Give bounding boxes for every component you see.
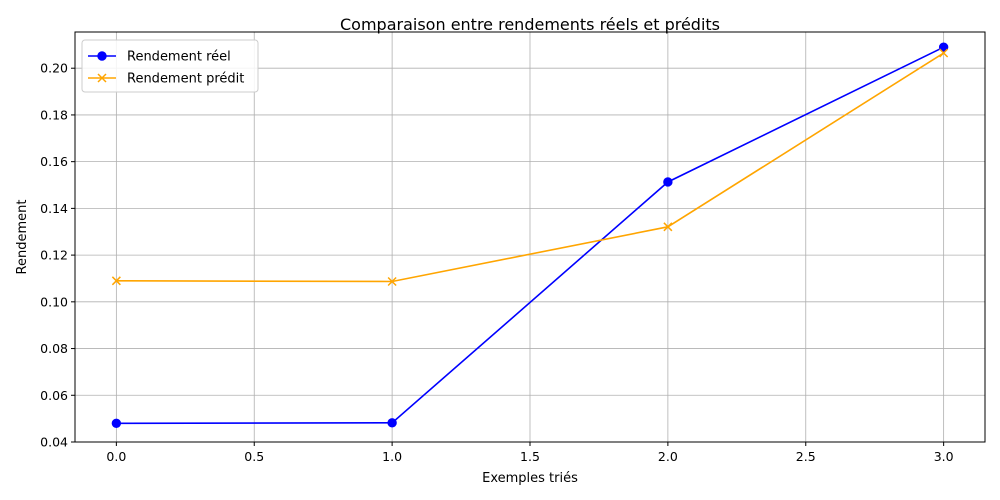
- y-tick-label: 0.04: [40, 435, 68, 450]
- x-axis: 0.0 0.5 1.0 1.5 2.0 2.5 3.0: [106, 442, 954, 464]
- series-1: [111, 48, 949, 287]
- grid: [75, 32, 985, 443]
- y-tick-label: 0.20: [40, 61, 68, 76]
- data-point: [663, 222, 673, 232]
- legend-item: Rendement prédit: [88, 72, 244, 87]
- legend-item: Rendement réel: [88, 50, 231, 65]
- legend-marker: [97, 73, 107, 83]
- x-axis-label: Exemples triés: [482, 471, 578, 486]
- series-line: [116, 52, 945, 283]
- x-tick-label: 1.5: [520, 449, 540, 464]
- legend: Rendement réel Rendement prédit: [81, 39, 259, 93]
- x-tick-label: 0.0: [106, 449, 126, 464]
- x-tick-label: 2.5: [796, 449, 816, 464]
- data-point: [663, 177, 673, 187]
- chart-title: Comparaison entre rendements réels et pr…: [340, 15, 720, 34]
- data-point: [387, 418, 397, 428]
- x-tick-label: 3.0: [934, 449, 954, 464]
- data-point: [387, 276, 397, 287]
- x-tick-label: 2.0: [658, 449, 678, 464]
- y-tick-label: 0.12: [40, 248, 68, 263]
- legend-marker: [97, 51, 107, 61]
- series-line: [116, 46, 944, 425]
- x-tick-label: 0.5: [244, 449, 264, 464]
- y-tick-label: 0.06: [40, 388, 68, 403]
- y-axis: 0.04 0.06 0.08 0.10 0.12 0.14 0.16 0.18 0.20: [40, 61, 75, 450]
- series-0: [111, 42, 949, 429]
- y-tick-label: 0.16: [40, 154, 68, 169]
- legend-label: Rendement réel: [127, 50, 231, 65]
- series-layer: [111, 42, 949, 429]
- data-point: [939, 48, 949, 58]
- legend-label: Rendement prédit: [127, 72, 244, 87]
- data-point: [938, 42, 949, 52]
- y-tick-label: 0.10: [40, 294, 68, 309]
- x-tick-label: 1.0: [382, 449, 402, 464]
- data-point: [111, 418, 122, 429]
- y-axis-label: Rendement: [15, 200, 30, 275]
- y-tick-label: 0.08: [40, 341, 68, 356]
- y-tick-label: 0.18: [40, 107, 68, 122]
- y-tick-label: 0.14: [40, 201, 68, 216]
- data-point: [111, 276, 121, 286]
- legend-box: [81, 39, 259, 93]
